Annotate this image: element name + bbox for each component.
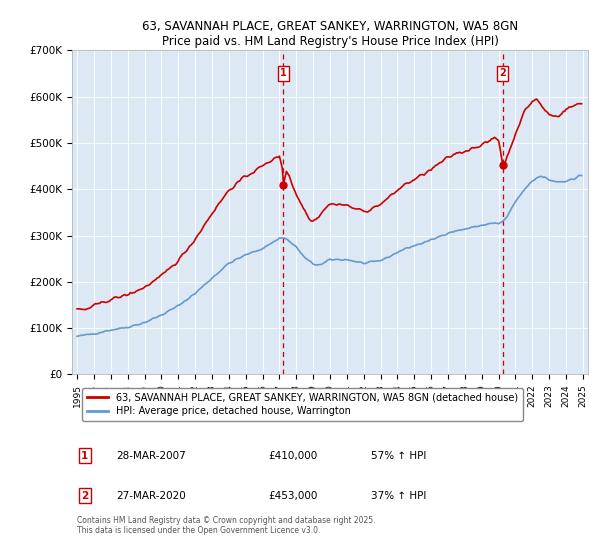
Text: Contains HM Land Registry data © Crown copyright and database right 2025.
This d: Contains HM Land Registry data © Crown c… bbox=[77, 516, 376, 535]
Text: 2: 2 bbox=[499, 68, 506, 78]
Title: 63, SAVANNAH PLACE, GREAT SANKEY, WARRINGTON, WA5 8GN
Price paid vs. HM Land Reg: 63, SAVANNAH PLACE, GREAT SANKEY, WARRIN… bbox=[142, 20, 518, 48]
Text: 28-MAR-2007: 28-MAR-2007 bbox=[116, 451, 185, 461]
Text: 1: 1 bbox=[81, 451, 89, 461]
Text: 37% ↑ HPI: 37% ↑ HPI bbox=[371, 491, 427, 501]
Text: 27-MAR-2020: 27-MAR-2020 bbox=[116, 491, 185, 501]
Text: 57% ↑ HPI: 57% ↑ HPI bbox=[371, 451, 427, 461]
Text: 1: 1 bbox=[280, 68, 287, 78]
Text: £410,000: £410,000 bbox=[268, 451, 317, 461]
Text: £453,000: £453,000 bbox=[268, 491, 317, 501]
Text: 2: 2 bbox=[81, 491, 89, 501]
Legend: 63, SAVANNAH PLACE, GREAT SANKEY, WARRINGTON, WA5 8GN (detached house), HPI: Ave: 63, SAVANNAH PLACE, GREAT SANKEY, WARRIN… bbox=[82, 388, 523, 421]
